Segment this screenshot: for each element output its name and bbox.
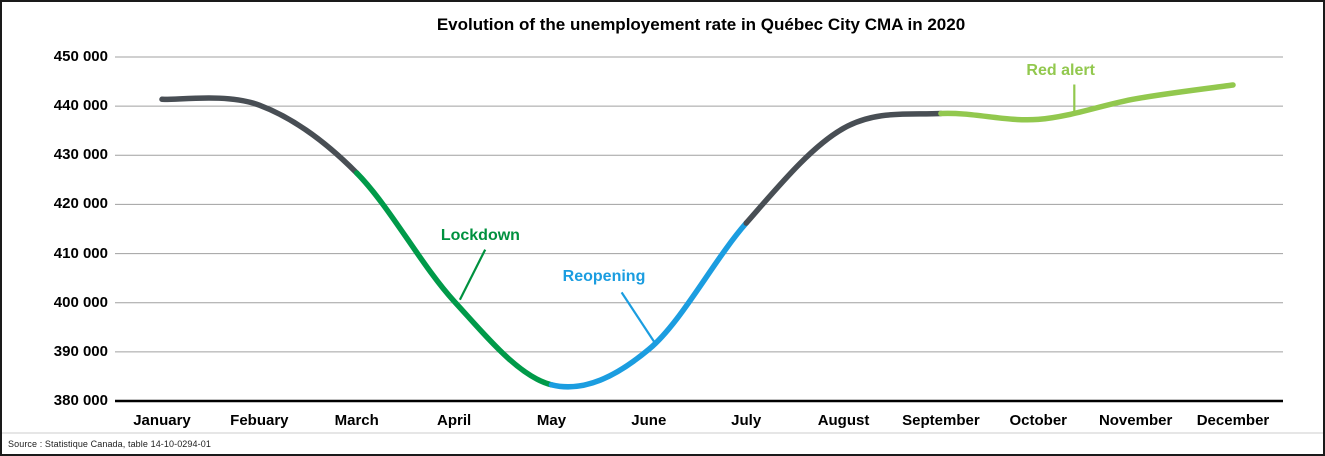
x-month-label: Febuary [230, 412, 289, 429]
annotation-leader-line [620, 291, 658, 347]
y-tick-label: 440 000 [53, 97, 108, 115]
x-month-label: July [731, 412, 762, 429]
curve-segment-reopening [548, 220, 749, 390]
curve-segment-lockdown [353, 170, 555, 388]
x-month-label: June [631, 412, 667, 429]
annotation-label: Lockdown [440, 227, 520, 245]
annotation-leader-line [458, 249, 487, 301]
x-month-label: December [1196, 412, 1270, 429]
x-month-label: October [1009, 412, 1068, 429]
x-month-label: January [133, 412, 191, 429]
x-month-label: August [817, 412, 870, 429]
y-tick-label: 450 000 [53, 48, 108, 65]
y-tick-label: 400 000 [53, 293, 108, 311]
y-tick-label: 420 000 [53, 195, 108, 213]
y-tick-label: 430 000 [53, 146, 108, 164]
curve-segment-pre-lockdown [159, 95, 360, 176]
x-month-label: May [536, 412, 567, 429]
y-tick-label: 410 000 [53, 244, 108, 262]
y-tick-label: 390 000 [53, 342, 108, 360]
annotation-label: Red alert [1026, 62, 1095, 80]
x-month-label: April [436, 412, 472, 429]
curve-segment-red-alert [938, 82, 1236, 123]
curve-segment-recovery [743, 110, 944, 226]
x-month-label: September [902, 412, 980, 429]
chart-title: Evolution of the unemployement rate in Q… [436, 15, 966, 34]
source-note: Source : Statistique Canada, table 14-10… [8, 439, 211, 449]
x-month-label: March [334, 412, 379, 429]
y-tick-label: 380 000 [53, 392, 108, 409]
annotation-label: Reopening [562, 267, 646, 285]
x-month-label: November [1098, 412, 1173, 429]
